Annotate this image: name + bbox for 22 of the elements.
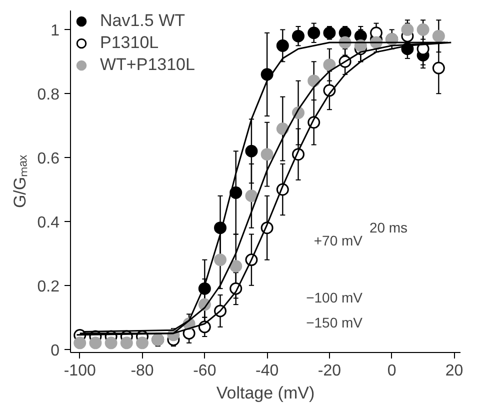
y-tick-label: 0.2	[37, 278, 60, 296]
y-axis-title: G/Gₘₐₓ	[10, 154, 30, 208]
y-tick-label: 0	[50, 342, 60, 360]
x-tick-label: -100	[64, 362, 96, 380]
annotation: 20 ms	[369, 220, 408, 236]
legend-label: P1310L	[100, 33, 159, 53]
legend-label: Nav1.5 WT	[100, 11, 186, 31]
y-tick-label: 0.4	[37, 214, 60, 232]
x-tick-label: 0	[387, 362, 396, 380]
annotation: −150 mV	[306, 314, 364, 330]
x-axis-title: Voltage (mV)	[216, 384, 315, 402]
x-tick-label: -60	[193, 362, 216, 380]
legend-label: WT+P1310L	[100, 55, 195, 75]
x-tick-label: 20	[445, 362, 464, 380]
y-tick-label: 1	[50, 22, 60, 40]
x-tick-label: -40	[255, 362, 279, 380]
x-tick-label: -20	[318, 362, 342, 380]
annotation: +70 mV	[314, 232, 364, 248]
y-tick-label: 0.6	[37, 150, 60, 168]
y-tick-label: 0.8	[37, 86, 60, 104]
annotation: −100 mV	[306, 290, 364, 306]
x-tick-label: -80	[130, 362, 154, 380]
